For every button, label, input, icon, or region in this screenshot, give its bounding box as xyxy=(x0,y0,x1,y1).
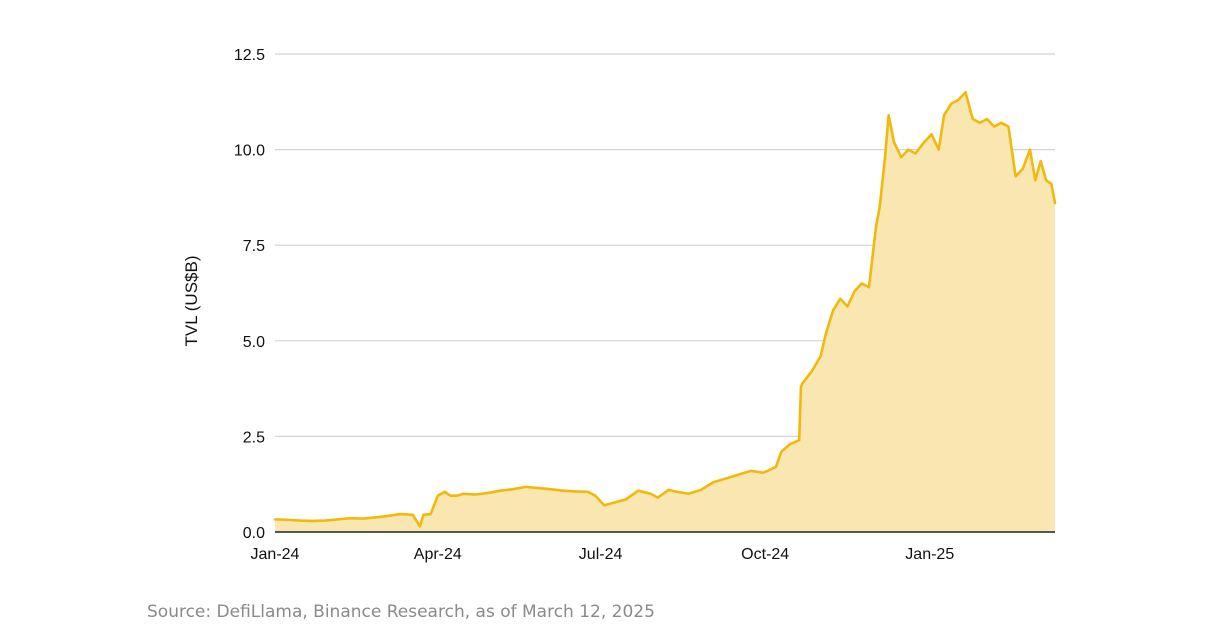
y-tick-label: 2.5 xyxy=(243,429,265,446)
tvl-series-line xyxy=(273,90,1057,528)
x-tick-label: Jul-24 xyxy=(579,546,623,563)
x-tick-label: Apr-24 xyxy=(414,546,462,563)
x-axis-ticks: Jan-24 Apr-24 Jul-24 Oct-24 Jan-25 xyxy=(251,546,955,563)
source-note: Source: DefiLlama, Binance Research, as … xyxy=(147,602,655,622)
y-tick-label: 7.5 xyxy=(243,238,265,255)
y-tick-label: 5.0 xyxy=(243,334,265,351)
y-tick-label: 12.5 xyxy=(234,47,265,64)
y-axis-title: TVL (US$B) xyxy=(182,255,201,346)
y-tick-label: 0.0 xyxy=(243,525,265,542)
y-axis-ticks: 0.0 2.5 5.0 7.5 10.0 12.5 xyxy=(234,47,265,542)
y-tick-label: 10.0 xyxy=(234,143,265,160)
x-tick-label: Jan-24 xyxy=(251,546,300,563)
tvl-area-fill xyxy=(275,92,1055,533)
x-tick-label: Jan-25 xyxy=(905,546,954,563)
x-tick-label: Oct-24 xyxy=(741,546,789,563)
